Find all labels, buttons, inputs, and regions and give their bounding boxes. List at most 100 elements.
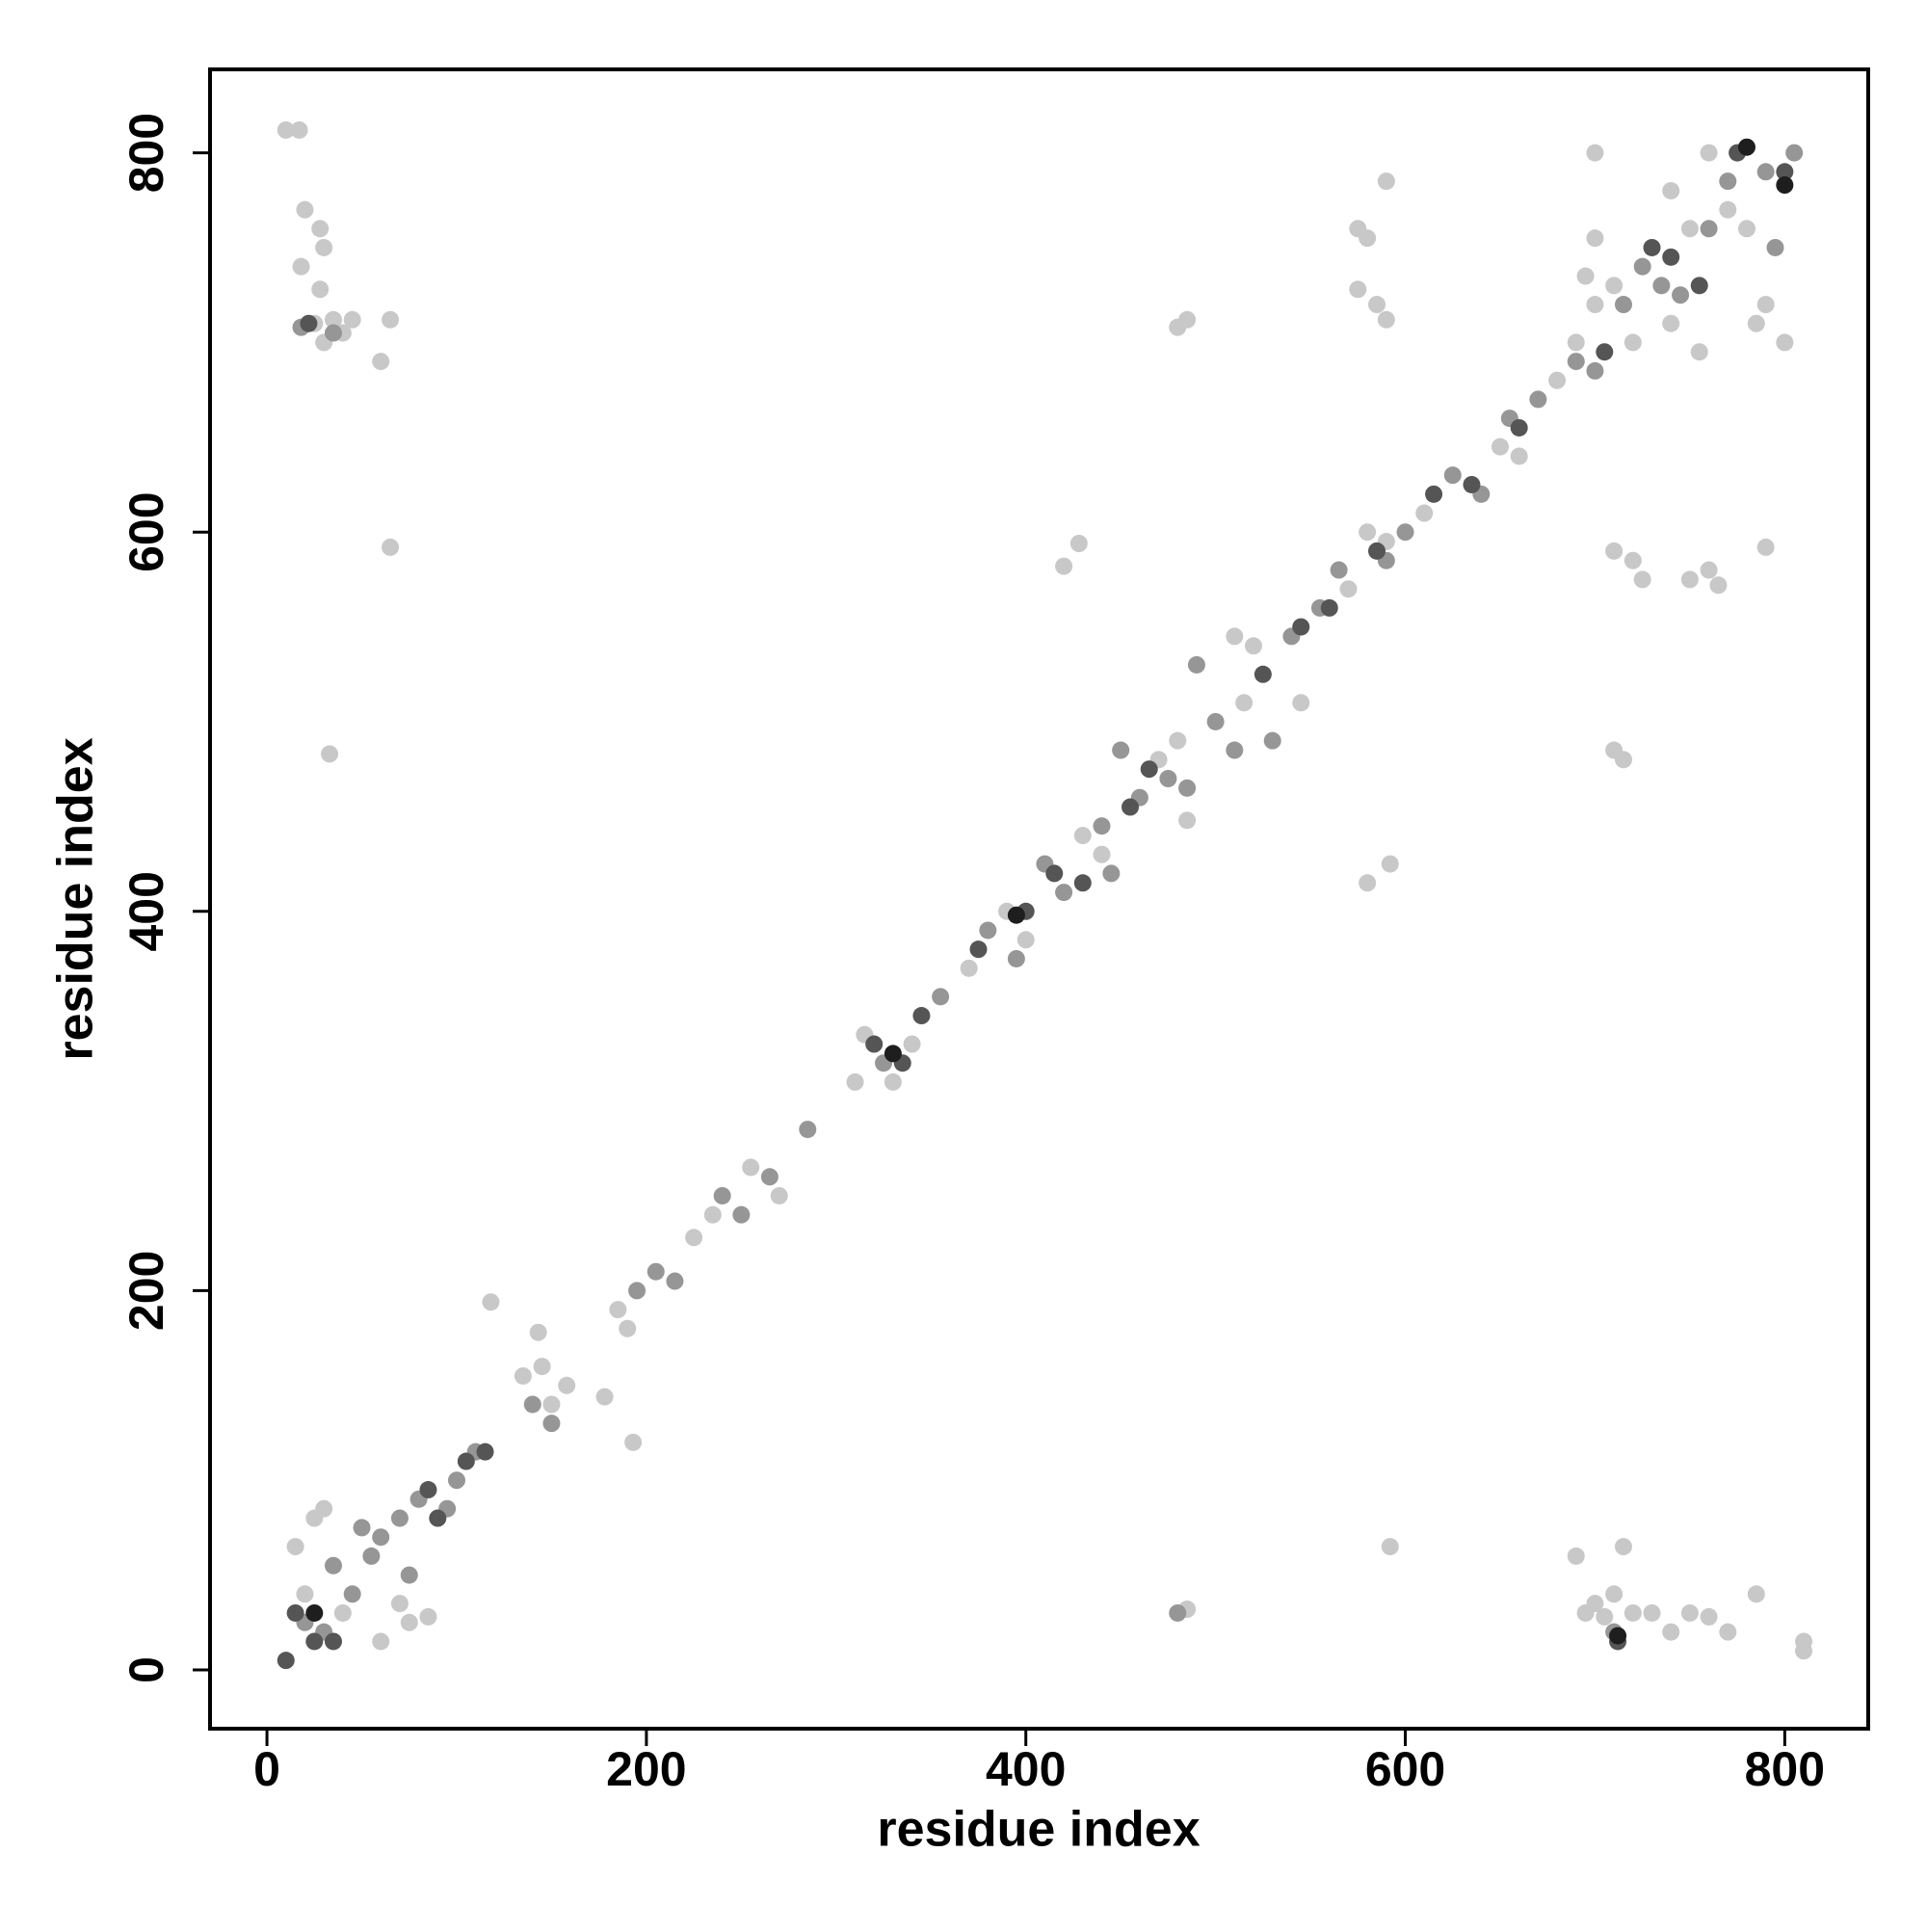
point xyxy=(1349,280,1367,299)
point xyxy=(1055,557,1073,575)
point xyxy=(523,1395,541,1414)
point xyxy=(1007,906,1025,924)
point xyxy=(1776,333,1794,352)
point xyxy=(1425,485,1443,503)
y-tick-label: 200 xyxy=(119,1251,173,1331)
point xyxy=(1737,138,1755,156)
point xyxy=(1073,827,1092,845)
point xyxy=(1007,949,1025,967)
point xyxy=(1680,220,1699,238)
y-tick-label: 800 xyxy=(119,113,173,193)
point xyxy=(343,1585,361,1603)
point xyxy=(1614,1538,1632,1556)
point xyxy=(290,120,308,139)
point xyxy=(305,1632,324,1651)
point xyxy=(628,1282,647,1300)
point xyxy=(1709,576,1728,595)
point xyxy=(912,1007,931,1025)
point xyxy=(419,1481,437,1499)
point xyxy=(1112,741,1130,759)
point xyxy=(476,1442,494,1461)
point xyxy=(1359,874,1377,892)
point xyxy=(1662,1623,1680,1641)
point xyxy=(400,1613,418,1631)
point xyxy=(1368,542,1386,560)
point xyxy=(1662,248,1680,266)
point xyxy=(1609,1627,1627,1645)
point xyxy=(1377,310,1395,329)
point xyxy=(1586,296,1604,314)
point xyxy=(400,1566,418,1584)
point xyxy=(277,1652,295,1670)
point xyxy=(343,310,361,329)
point xyxy=(1443,466,1462,485)
point xyxy=(419,1607,437,1626)
point xyxy=(1719,1623,1737,1641)
point xyxy=(1623,333,1642,352)
point xyxy=(529,1323,547,1341)
point xyxy=(447,1471,465,1490)
x-tick-label: 800 xyxy=(1745,1742,1825,1796)
point xyxy=(1662,314,1680,332)
point xyxy=(324,324,342,342)
point xyxy=(1140,760,1158,779)
point xyxy=(429,1509,447,1527)
point xyxy=(390,1595,409,1613)
point xyxy=(1263,731,1281,750)
point xyxy=(1623,551,1642,569)
point xyxy=(1463,475,1481,493)
point xyxy=(960,959,978,977)
point xyxy=(760,1168,779,1186)
point xyxy=(1169,318,1187,336)
point xyxy=(1700,1607,1718,1626)
point xyxy=(1122,798,1140,816)
point xyxy=(1662,181,1680,199)
point xyxy=(1339,580,1358,598)
point xyxy=(884,1045,902,1063)
point xyxy=(1672,286,1690,304)
x-tick-label: 400 xyxy=(986,1742,1066,1796)
point xyxy=(1415,504,1434,522)
point xyxy=(372,1632,390,1651)
point xyxy=(1567,333,1585,352)
point xyxy=(1368,296,1386,314)
point xyxy=(1747,1585,1765,1603)
point xyxy=(1756,296,1775,314)
point xyxy=(1359,229,1377,248)
point xyxy=(324,1632,342,1651)
point xyxy=(1643,1603,1661,1622)
point xyxy=(624,1433,643,1451)
point xyxy=(1567,353,1585,371)
point xyxy=(1510,447,1528,465)
point xyxy=(1529,390,1547,409)
point xyxy=(1737,220,1755,238)
point xyxy=(770,1186,788,1204)
point xyxy=(390,1509,409,1527)
point xyxy=(1576,267,1595,285)
point xyxy=(1747,314,1765,332)
y-tick-label: 400 xyxy=(119,871,173,951)
point xyxy=(1700,220,1718,238)
y-axis-title: residue index xyxy=(48,737,104,1060)
point xyxy=(1756,163,1775,181)
point xyxy=(1055,884,1073,902)
point xyxy=(1178,811,1197,830)
point xyxy=(1586,1595,1604,1613)
point xyxy=(382,538,400,556)
point xyxy=(457,1452,475,1470)
point xyxy=(1605,1585,1623,1603)
point xyxy=(979,921,997,940)
point xyxy=(1652,277,1671,295)
point xyxy=(558,1376,576,1394)
point xyxy=(903,1035,921,1053)
point xyxy=(732,1205,751,1224)
point xyxy=(1045,864,1064,883)
point xyxy=(595,1388,614,1406)
point xyxy=(1381,855,1399,873)
point xyxy=(884,1072,902,1091)
point xyxy=(1776,176,1794,195)
point xyxy=(865,1035,884,1053)
point xyxy=(1169,731,1187,750)
point xyxy=(1330,561,1348,579)
point xyxy=(1069,535,1088,552)
